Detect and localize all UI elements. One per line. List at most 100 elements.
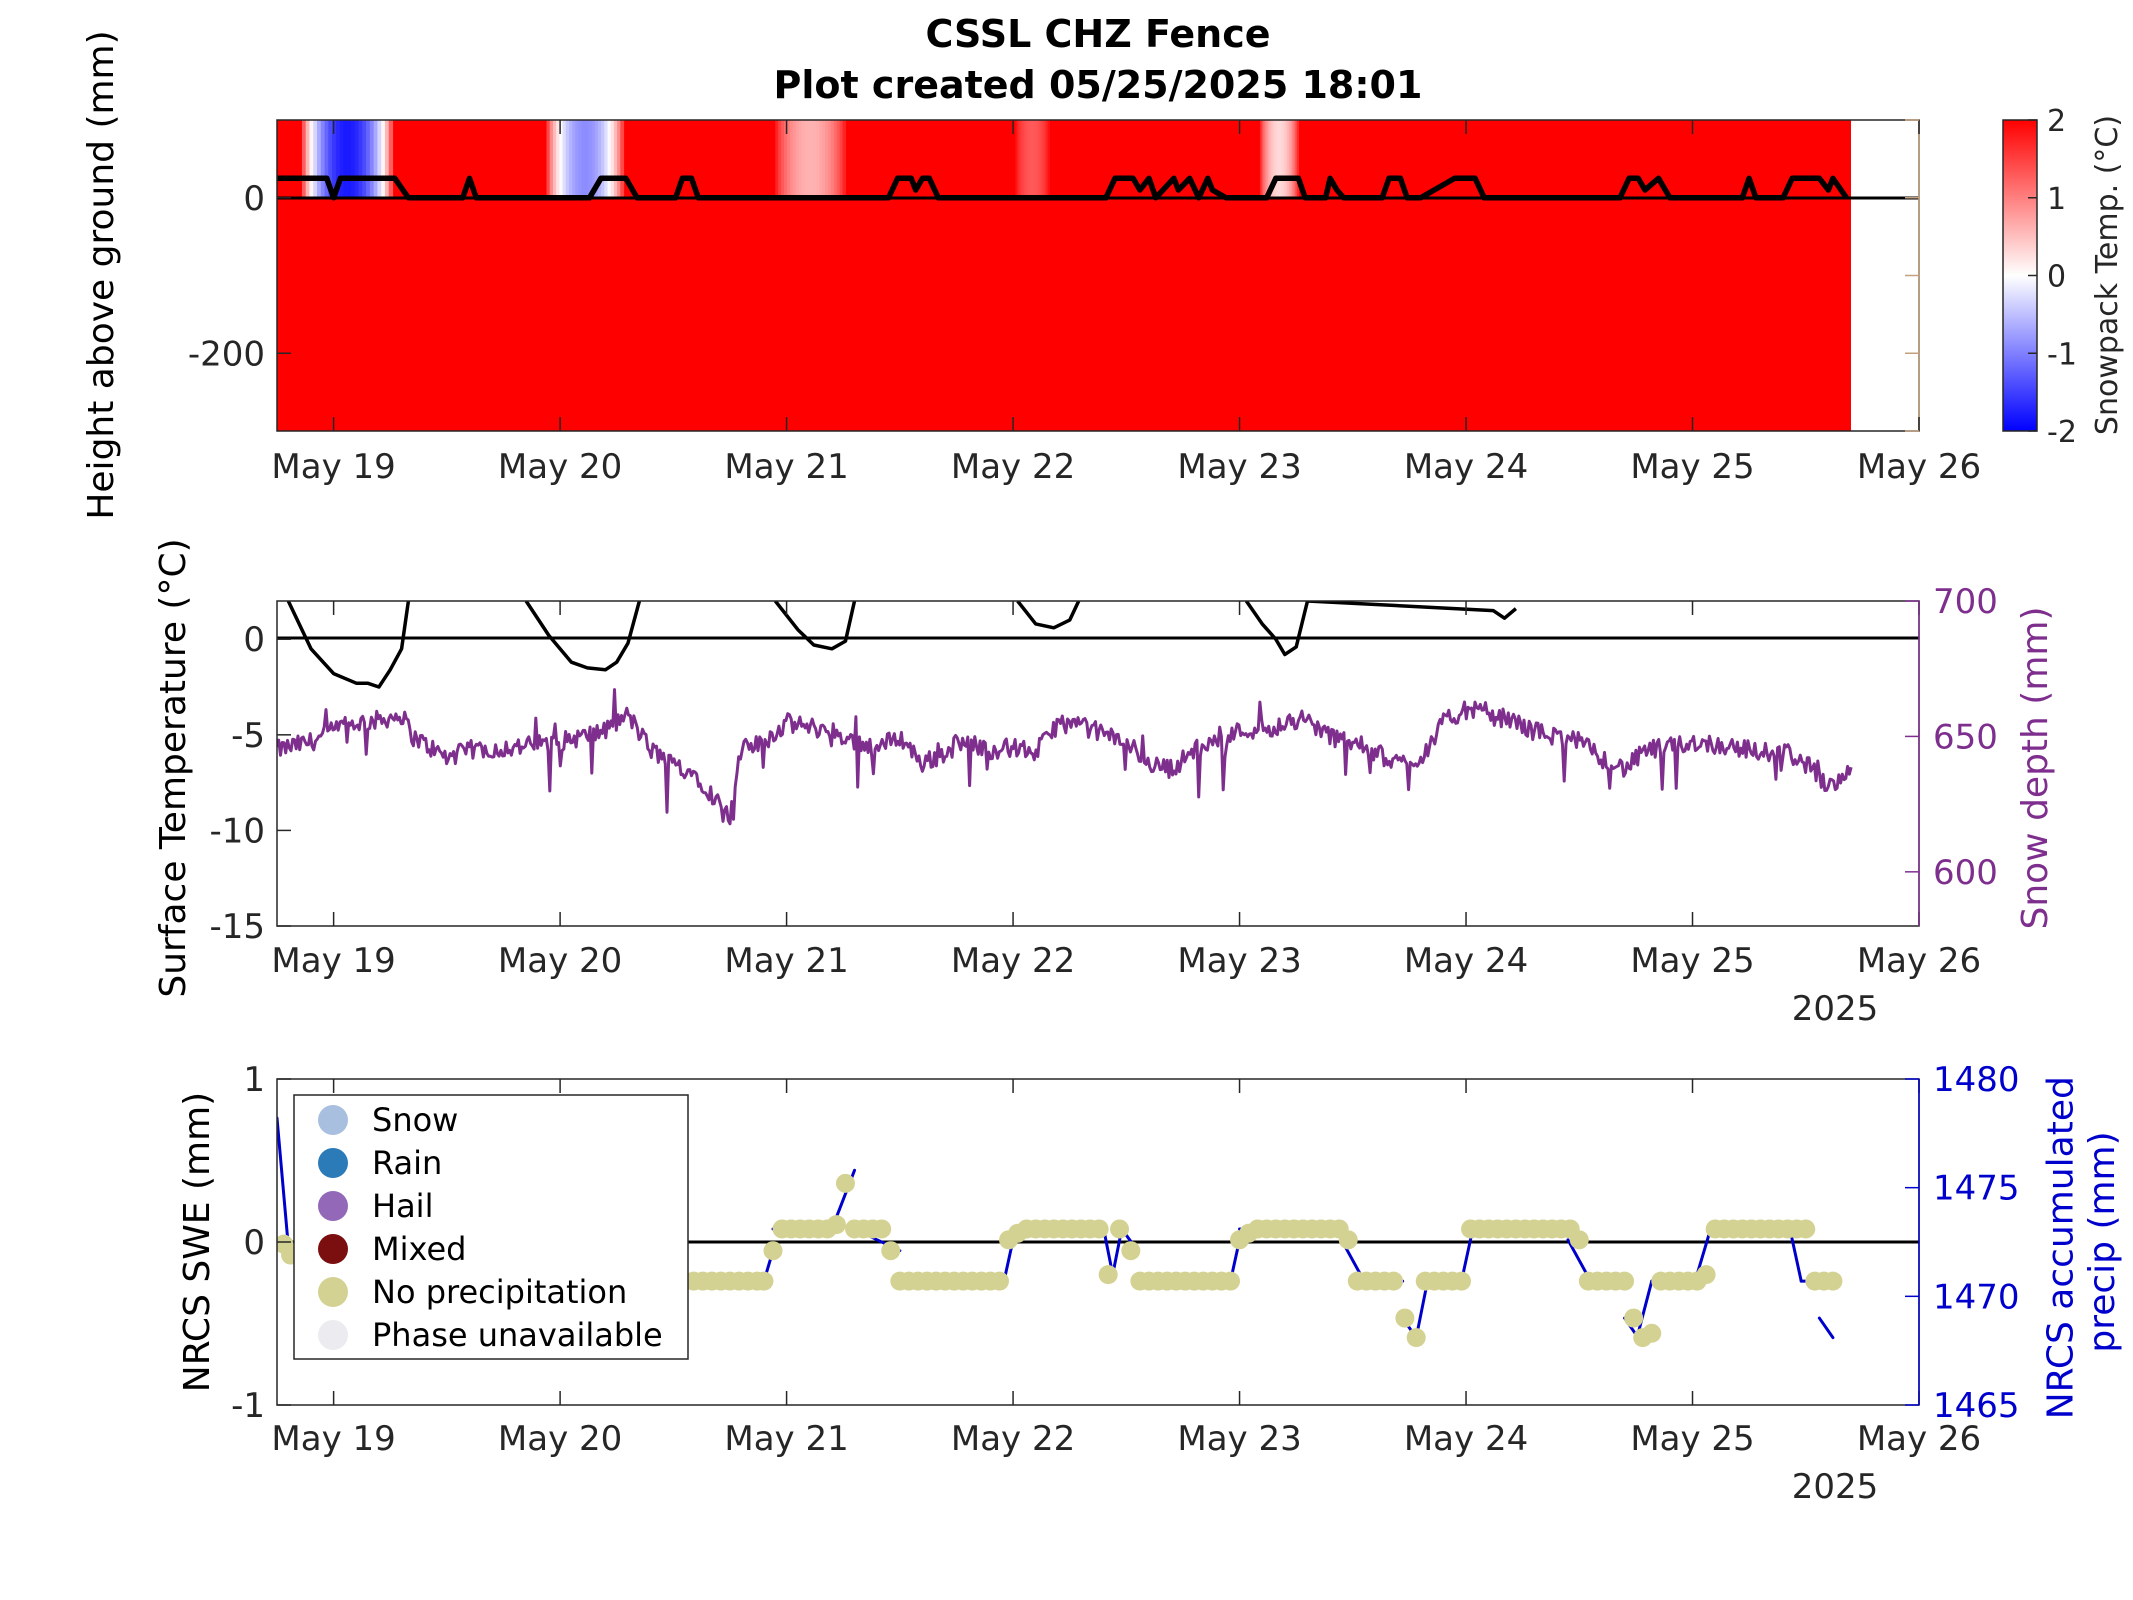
cold-band-cell bbox=[1020, 120, 1024, 198]
cold-band-cell bbox=[1274, 120, 1277, 198]
cold-band-cell bbox=[381, 120, 386, 198]
cold-band-cell bbox=[1040, 120, 1043, 198]
colorbar-tick-label: -2 bbox=[2047, 415, 2077, 450]
cold-band-cell bbox=[347, 120, 352, 198]
legend-label: Rain bbox=[372, 1144, 442, 1182]
cold-band-cell bbox=[1043, 120, 1046, 198]
cold-band-cell bbox=[1280, 120, 1283, 198]
cold-band-cell bbox=[816, 120, 820, 198]
legend-marker bbox=[318, 1277, 348, 1307]
no-precipitation-markers bbox=[277, 1173, 1843, 1348]
colorbar-ticks: 2 1 0 -1 -2 bbox=[2028, 104, 2077, 450]
cold-band-cell bbox=[1267, 120, 1271, 198]
x-tick-label: May 22 bbox=[951, 447, 1075, 487]
cold-band-cell bbox=[842, 120, 847, 198]
snow-depth-y-label: Snow depth (mm) bbox=[2015, 606, 2056, 929]
snow-surface-line bbox=[277, 175, 1849, 201]
cold-band-cell bbox=[1030, 120, 1033, 198]
cold-band-cell bbox=[601, 120, 605, 198]
cold-band-cell bbox=[549, 120, 554, 198]
no-precip-point bbox=[1395, 1308, 1415, 1328]
cold-band-cell bbox=[1264, 120, 1267, 198]
cold-band-cell bbox=[813, 120, 817, 198]
cold-band-cell bbox=[313, 120, 318, 198]
swe-y-ticks: 1 0 -1 bbox=[231, 1060, 291, 1426]
cold-band-cell bbox=[819, 120, 823, 198]
no-precip-point bbox=[1121, 1241, 1141, 1261]
cold-band-cell bbox=[594, 120, 599, 198]
no-precip-point bbox=[1624, 1308, 1644, 1328]
heatmap-y-label: Height above ground (mm) bbox=[81, 30, 122, 519]
legend-marker bbox=[318, 1148, 348, 1178]
swe-year-label: 2025 bbox=[1792, 1467, 1879, 1507]
cold-band-cell bbox=[781, 120, 785, 198]
temperature-y-ticks: 0 -5 -10 -15 bbox=[209, 620, 291, 947]
cold-band-cell bbox=[335, 120, 341, 198]
y-tick-label: -1 bbox=[231, 1386, 265, 1426]
cold-band-cell bbox=[1037, 120, 1040, 198]
legend-label: Snow bbox=[372, 1101, 458, 1139]
no-precip-point bbox=[1452, 1271, 1472, 1291]
legend-label: Phase unavailable bbox=[372, 1316, 663, 1354]
cold-band-cell bbox=[610, 120, 615, 198]
legend-marker bbox=[318, 1105, 348, 1135]
precip-y-label-line2: precip (mm) bbox=[2082, 1131, 2123, 1352]
legend-marker bbox=[318, 1234, 348, 1264]
x-tick-label: May 24 bbox=[1404, 447, 1528, 487]
y2-tick-label: 600 bbox=[1933, 853, 1998, 893]
cold-band-cell bbox=[1261, 120, 1264, 198]
heatmap-panel: May 19 May 20 May 21 May 22 May 23 May 24 May … bbox=[81, 30, 2125, 519]
no-precip-point bbox=[1796, 1219, 1816, 1239]
cold-band-cell bbox=[1263, 120, 1266, 198]
no-precip-point bbox=[1823, 1271, 1843, 1291]
cold-band-cell bbox=[1026, 120, 1029, 198]
swe-y-label: NRCS SWE (mm) bbox=[177, 1092, 218, 1392]
cold-band-cell bbox=[305, 120, 311, 198]
precip-segment bbox=[1817, 1316, 1835, 1340]
no-precip-point bbox=[754, 1271, 774, 1291]
cold-band-cell bbox=[332, 120, 337, 198]
cold-band-cell bbox=[1283, 120, 1287, 198]
cold-band-cell bbox=[384, 120, 390, 198]
x-tick-label: May 24 bbox=[1404, 1419, 1528, 1459]
legend-items: Snow Rain Hail Mixed No precipitation Phase u… bbox=[318, 1101, 663, 1354]
x-tick-label: May 21 bbox=[724, 941, 848, 981]
cold-band-cell bbox=[581, 120, 586, 198]
cold-band-cell bbox=[377, 120, 382, 198]
x-tick-label: May 26 bbox=[1857, 1419, 1981, 1459]
cold-band-cell bbox=[1029, 120, 1032, 198]
cold-band-cell bbox=[1287, 120, 1290, 198]
cold-band-cell bbox=[369, 120, 375, 198]
cold-band-cell bbox=[784, 120, 788, 198]
y2-tick-label: 700 bbox=[1933, 582, 1998, 622]
cold-band-cell bbox=[1032, 120, 1035, 198]
no-precip-point bbox=[835, 1173, 855, 1193]
no-precip-point bbox=[1089, 1219, 1109, 1239]
snow-depth-y-ticks: 700 650 600 bbox=[1905, 582, 1998, 926]
cold-band-cell bbox=[1022, 120, 1025, 198]
cold-band-cell bbox=[1025, 120, 1028, 198]
cold-band-cell bbox=[588, 120, 593, 198]
cold-band-cell bbox=[343, 120, 348, 198]
colorbar-tick-label: 2 bbox=[2047, 104, 2066, 139]
y2-tick-label: 650 bbox=[1933, 717, 1998, 757]
x-tick-label: May 25 bbox=[1630, 447, 1754, 487]
x-tick-label: May 26 bbox=[1857, 941, 1981, 981]
cold-band-cell bbox=[620, 120, 625, 198]
cold-band-cell bbox=[1036, 120, 1039, 198]
no-precip-point bbox=[763, 1241, 783, 1261]
no-precip-point bbox=[826, 1215, 846, 1235]
legend-label: No precipitation bbox=[372, 1273, 627, 1311]
cold-band-cell bbox=[358, 120, 363, 198]
cold-band-cell bbox=[1285, 120, 1288, 198]
cold-band-cell bbox=[1282, 120, 1285, 198]
x-tick-label: May 22 bbox=[951, 941, 1075, 981]
y2-tick-label: 1480 bbox=[1933, 1060, 2020, 1100]
cold-band-cell bbox=[822, 120, 826, 198]
y2-tick-label: 1470 bbox=[1933, 1277, 2020, 1317]
figure-subtitle: Plot created 05/25/2025 18:01 bbox=[774, 63, 1423, 107]
cold-band-cell bbox=[568, 120, 573, 198]
legend-box bbox=[293, 1094, 689, 1360]
x-tick-label: May 19 bbox=[271, 447, 395, 487]
